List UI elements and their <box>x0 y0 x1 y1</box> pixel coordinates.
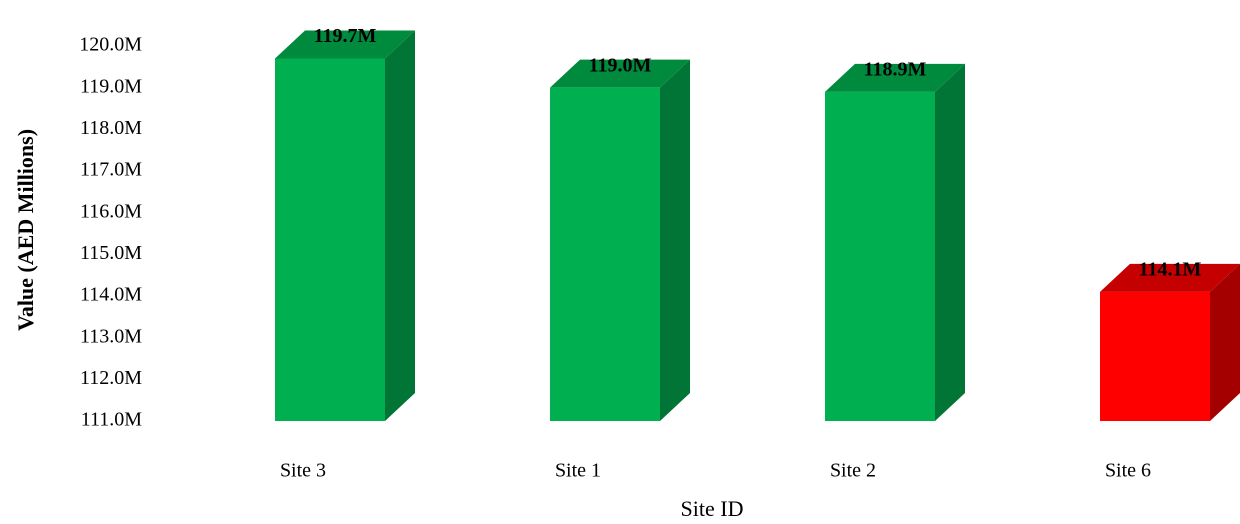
x-tick-label: Site 2 <box>830 460 876 482</box>
data-label: 119.0M <box>589 54 652 76</box>
bar-site-6 <box>1100 263 1240 421</box>
bar-front-face <box>1100 291 1210 421</box>
y-tick-label: 113.0M <box>80 325 142 347</box>
bar-site-2 <box>825 63 965 421</box>
bar-top-face <box>275 30 415 59</box>
y-axis-title: Value (AED Millions) <box>13 129 38 331</box>
bar-top-face <box>1100 263 1240 292</box>
bar-side-face <box>1210 263 1240 421</box>
y-tick-label: 114.0M <box>80 284 142 306</box>
bar-top-face <box>825 63 965 92</box>
x-tick-label: Site 3 <box>280 460 326 482</box>
data-labels-group: 119.7M 119.0M 118.9M 114.1M <box>314 25 1202 280</box>
y-tick-label: 116.0M <box>80 200 142 222</box>
y-tick-label: 118.0M <box>80 117 142 139</box>
y-tick-label: 111.0M <box>81 409 143 431</box>
bar-side-face <box>935 63 965 421</box>
y-tick-label: 119.0M <box>80 75 142 97</box>
y-tick-label: 117.0M <box>80 159 142 181</box>
x-axis-ticks: Site 3 Site 1 Site 2 Site 6 <box>280 460 1151 482</box>
bar-site-3 <box>275 30 415 421</box>
x-tick-label: Site 1 <box>555 460 601 482</box>
y-tick-label: 120.0M <box>79 34 142 56</box>
bar-site-1 <box>550 59 690 422</box>
bar-top-face <box>550 59 690 88</box>
data-label: 114.1M <box>1139 258 1202 280</box>
bar-front-face <box>275 58 385 421</box>
bar-side-face <box>660 59 690 422</box>
y-axis-ticks: 111.0M 112.0M 113.0M 114.0M 115.0M 116.0M 117.… <box>79 34 142 431</box>
bar-front-face <box>550 87 660 422</box>
data-label: 118.9M <box>864 58 927 80</box>
bar-front-face <box>825 91 935 421</box>
y-tick-label: 112.0M <box>80 367 142 389</box>
x-axis-title: Site ID <box>681 496 744 521</box>
bars-group <box>275 30 1240 422</box>
y-tick-label: 115.0M <box>80 242 142 264</box>
data-label: 119.7M <box>314 25 377 47</box>
x-tick-label: Site 6 <box>1105 460 1151 482</box>
bar-side-face <box>385 30 415 421</box>
